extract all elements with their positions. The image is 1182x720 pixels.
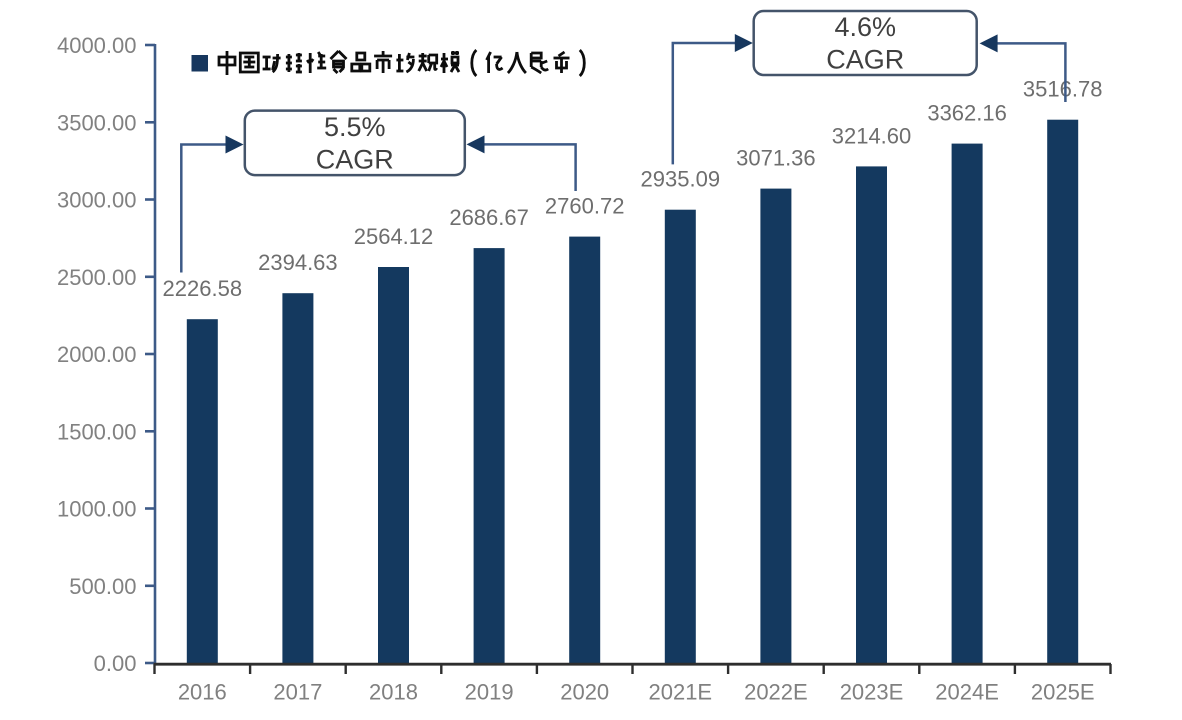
svg-text:2020: 2020 xyxy=(560,680,609,705)
svg-text:5.5%: 5.5% xyxy=(324,112,386,142)
svg-text:2024E: 2024E xyxy=(935,680,999,705)
svg-text:2760.72: 2760.72 xyxy=(545,194,625,219)
svg-text:3500.00: 3500.00 xyxy=(57,110,137,135)
svg-text:2019: 2019 xyxy=(465,680,514,705)
svg-text:2394.63: 2394.63 xyxy=(258,250,338,275)
svg-text:CAGR: CAGR xyxy=(316,145,394,175)
svg-text:2686.67: 2686.67 xyxy=(449,205,529,230)
svg-text:2018: 2018 xyxy=(369,680,418,705)
svg-text:0.00: 0.00 xyxy=(94,651,137,676)
svg-text:2500.00: 2500.00 xyxy=(57,265,137,290)
svg-text:2022E: 2022E xyxy=(744,680,808,705)
svg-text:2935.09: 2935.09 xyxy=(641,167,721,192)
svg-text:3071.36: 3071.36 xyxy=(736,146,816,171)
svg-text:2017: 2017 xyxy=(273,680,322,705)
svg-text:2025E: 2025E xyxy=(1031,680,1095,705)
svg-text:4.6%: 4.6% xyxy=(835,12,897,42)
svg-text:2016: 2016 xyxy=(178,680,227,705)
svg-text:4000.00: 4000.00 xyxy=(57,33,137,58)
svg-text:2021E: 2021E xyxy=(648,680,712,705)
svg-text:CAGR: CAGR xyxy=(826,45,904,75)
svg-text:3362.16: 3362.16 xyxy=(927,101,1007,126)
svg-text:2023E: 2023E xyxy=(840,680,904,705)
svg-text:3000.00: 3000.00 xyxy=(57,188,137,213)
svg-text:3214.60: 3214.60 xyxy=(832,123,912,148)
svg-text:3516.78: 3516.78 xyxy=(1023,77,1103,102)
svg-text:1000.00: 1000.00 xyxy=(57,497,137,522)
svg-text:2564.12: 2564.12 xyxy=(354,224,434,249)
svg-text:2226.58: 2226.58 xyxy=(163,276,243,301)
svg-text:500.00: 500.00 xyxy=(69,574,136,599)
svg-text:2000.00: 2000.00 xyxy=(57,342,137,367)
svg-text:1500.00: 1500.00 xyxy=(57,419,137,444)
